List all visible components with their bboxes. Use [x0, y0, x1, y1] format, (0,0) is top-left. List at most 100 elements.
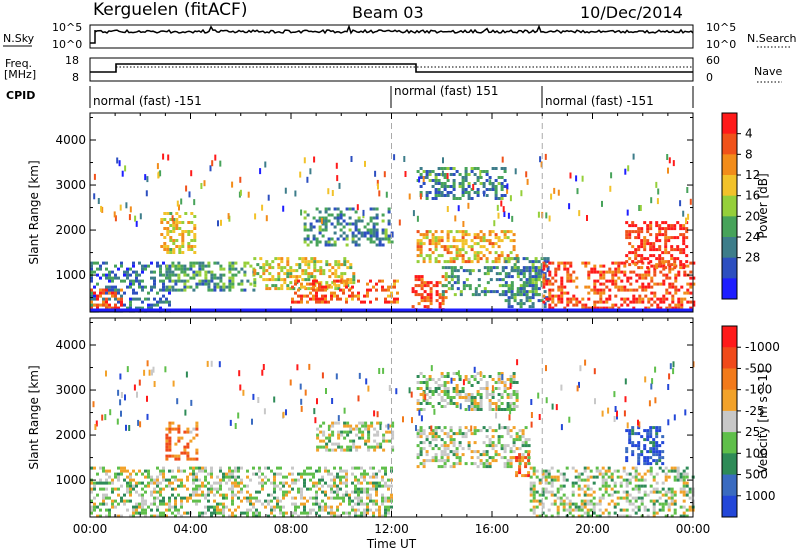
echo-cell — [482, 387, 486, 390]
echo-cell — [685, 472, 689, 476]
echo-cell — [434, 432, 438, 436]
echo-cell — [319, 266, 323, 270]
echo-cell — [276, 502, 279, 506]
echo-cell — [114, 306, 117, 310]
echo-cell — [114, 264, 117, 268]
echo-cell — [340, 433, 344, 437]
echo-cell — [662, 273, 666, 277]
echo-cell — [294, 190, 297, 197]
echo-cell — [434, 242, 438, 246]
echo-cell — [479, 257, 483, 261]
echo-cell — [376, 430, 380, 434]
echo-cell — [117, 267, 120, 271]
echo-cell — [279, 487, 282, 491]
echo-cell — [204, 493, 207, 497]
echo-cell — [357, 219, 361, 223]
echo-cell — [417, 293, 421, 297]
echo-cell — [324, 469, 327, 473]
echo-cell — [500, 456, 504, 460]
echo-cell — [198, 484, 201, 488]
echo-cell — [671, 297, 675, 301]
echo-cell — [282, 493, 285, 497]
echo-cell — [497, 408, 501, 411]
echo-cell — [159, 490, 162, 494]
echo-cell — [168, 439, 172, 443]
echo-cell — [180, 481, 183, 485]
echo-cell — [319, 424, 323, 428]
echo-cell — [238, 370, 241, 377]
echo-cell — [626, 288, 630, 292]
echo-cell — [580, 499, 584, 503]
echo-cell — [300, 209, 303, 216]
echo-cell — [679, 251, 683, 255]
echo-cell — [485, 179, 489, 182]
echo-cell — [180, 288, 184, 292]
echo-cell — [246, 490, 249, 494]
echo-cell — [467, 441, 471, 445]
echo-cell — [120, 303, 123, 307]
echo-cell — [263, 408, 266, 415]
echo-cell — [443, 447, 447, 451]
echo-cell — [162, 487, 165, 491]
echo-cell — [461, 182, 465, 185]
echo-cell — [629, 288, 633, 292]
echo-cell — [357, 487, 360, 491]
echo-cell — [646, 224, 650, 228]
echo-cell — [649, 435, 653, 439]
echo-cell — [120, 300, 123, 304]
echo-cell — [105, 487, 108, 491]
echo-cell — [162, 279, 165, 283]
echo-cell — [655, 462, 659, 466]
echo-cell — [204, 496, 207, 500]
echo-cell — [428, 396, 432, 399]
echo-cell — [628, 230, 632, 234]
echo-cell — [355, 427, 359, 431]
echo-cell — [587, 261, 591, 265]
echo-cell — [231, 496, 234, 500]
echo-cell — [285, 490, 288, 494]
echo-cell — [249, 478, 252, 482]
echo-cell — [387, 240, 391, 244]
echo-cell — [512, 402, 516, 405]
echo-cell — [476, 233, 480, 237]
echo-cell — [178, 245, 182, 248]
echo-cell — [465, 284, 469, 288]
echo-cell — [641, 288, 645, 292]
echo-cell — [425, 197, 429, 200]
echo-cell — [175, 245, 179, 248]
echo-cell — [586, 499, 590, 503]
echo-cell — [268, 266, 272, 270]
echo-cell — [382, 439, 386, 443]
echo-cell — [628, 263, 632, 267]
echo-cell — [324, 490, 327, 494]
echo-cell — [619, 475, 623, 479]
echo-cell — [201, 469, 204, 473]
echo-cell — [461, 257, 465, 261]
echo-cell — [631, 260, 635, 264]
echo-cell — [541, 475, 545, 479]
echo-cell — [316, 427, 320, 431]
echo-cell — [309, 508, 312, 512]
echo-cell — [342, 493, 345, 497]
echo-cell — [146, 176, 149, 183]
echo-cell — [634, 496, 638, 500]
echo-cell — [239, 189, 242, 196]
echo-cell — [685, 493, 689, 497]
echo-cell — [114, 288, 117, 292]
echo-cell — [213, 508, 216, 512]
echo-cell — [428, 191, 432, 194]
echo-cell — [586, 493, 590, 497]
echo-cell — [425, 173, 429, 176]
echo-cell — [620, 261, 624, 265]
echo-cell — [472, 184, 475, 190]
echo-cell — [152, 366, 155, 373]
echo-cell — [234, 484, 237, 488]
echo-cell — [210, 466, 213, 470]
echo-cell — [183, 279, 187, 283]
echo-cell — [452, 465, 456, 469]
echo-cell — [160, 218, 164, 221]
echo-cell — [153, 297, 156, 301]
echo-cell — [259, 168, 262, 175]
echo-cell — [547, 469, 551, 473]
echo-cell — [637, 419, 639, 426]
